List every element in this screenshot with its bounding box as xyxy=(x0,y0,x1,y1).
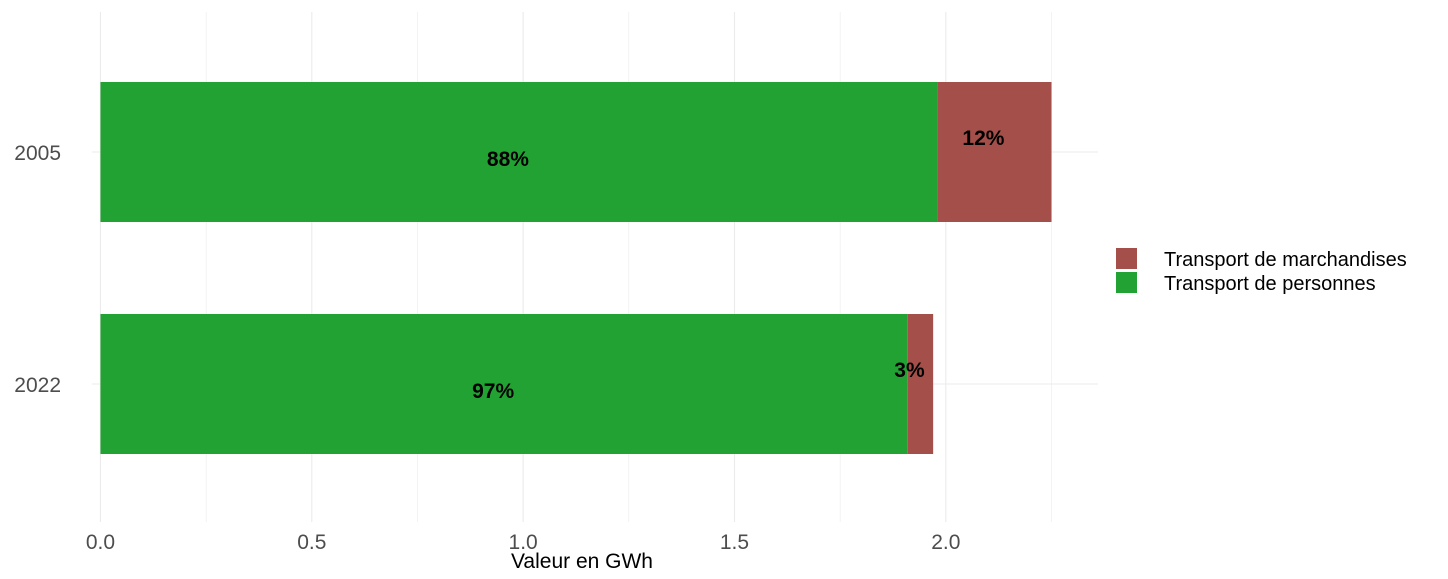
legend-item: Transport de marchandises xyxy=(1116,248,1407,271)
bar-2022-series-1 xyxy=(907,314,934,454)
bars xyxy=(100,82,1052,454)
bar-2005-series-0 xyxy=(100,82,938,222)
x-tick-label: 0.0 xyxy=(86,531,115,554)
y-axis-ticks: 2005 2022 xyxy=(14,142,61,397)
legend-label: Transport de personnes xyxy=(1164,273,1376,295)
x-axis-title: Valeur en GWh xyxy=(511,550,653,573)
bar-2005-series-1 xyxy=(937,82,1052,222)
x-tick-label: 2.0 xyxy=(931,531,960,554)
legend-item: Transport de personnes xyxy=(1116,272,1376,295)
bar-label-2005-series-0: 88% xyxy=(487,148,529,171)
bar-label-2022-series-1: 3% xyxy=(894,359,925,382)
bar-2022-series-0 xyxy=(100,314,908,454)
legend-key xyxy=(1116,272,1137,293)
legend-key xyxy=(1116,248,1137,269)
bar-label-2022-series-0: 97% xyxy=(472,380,514,403)
legend-label: Transport de marchandises xyxy=(1164,249,1407,271)
bar-labels: 88% 12% 97% 3% xyxy=(472,127,1005,403)
y-tick-label: 2022 xyxy=(14,374,61,397)
y-tick-label: 2005 xyxy=(14,142,61,165)
x-axis-ticks: 0.0 0.5 1.0 1.5 2.0 xyxy=(86,531,961,554)
x-tick-label: 1.0 xyxy=(509,531,538,554)
bar-label-2005-series-1: 12% xyxy=(962,127,1004,150)
x-tick-label: 0.5 xyxy=(297,531,326,554)
x-tick-label: 1.5 xyxy=(720,531,749,554)
